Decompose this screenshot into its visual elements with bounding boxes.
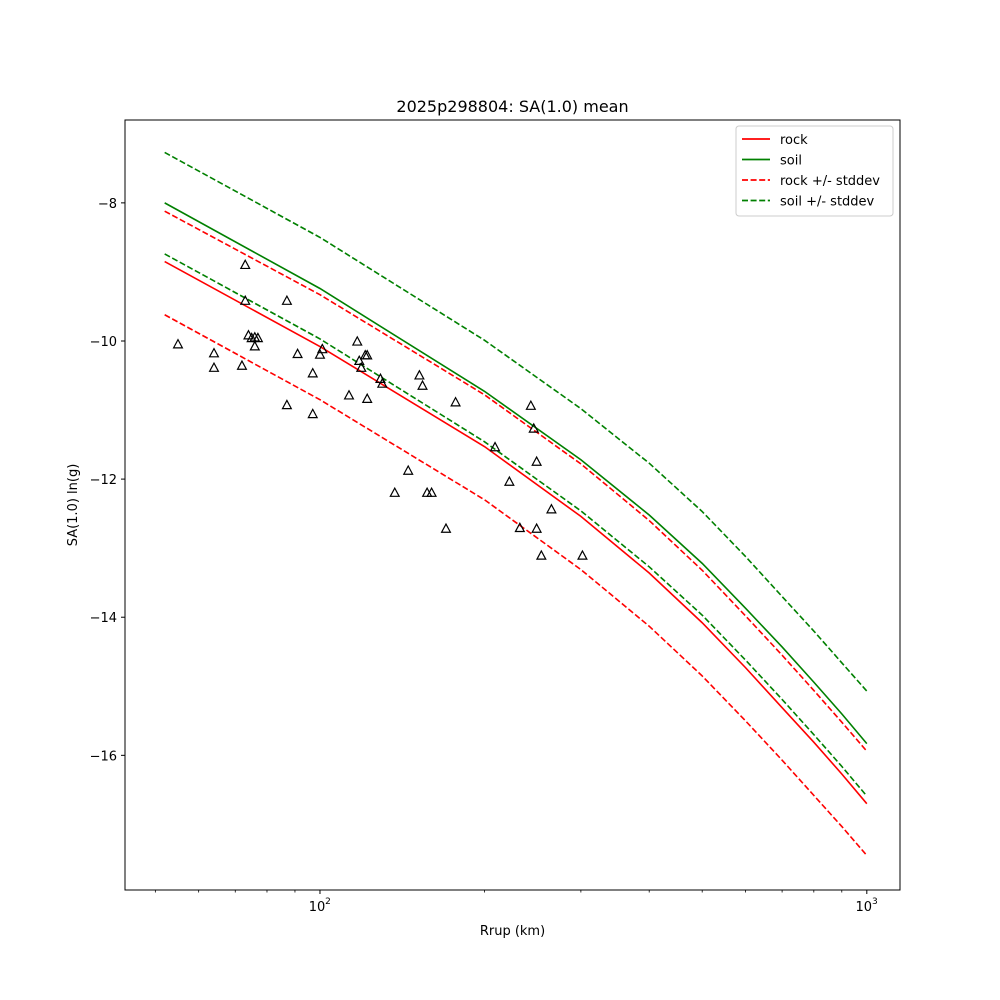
observation-marker <box>402 464 414 475</box>
observation-marker <box>252 332 264 343</box>
observation-marker <box>343 389 355 400</box>
observation-marker <box>531 522 543 533</box>
observation-marker <box>239 258 251 270</box>
plot-frame <box>124 119 901 891</box>
series-line-soil <box>164 202 868 745</box>
observation-marker <box>355 361 367 372</box>
observation-marker <box>281 294 293 305</box>
observation-marker <box>314 348 326 359</box>
observation-marker <box>281 399 293 410</box>
observation-marker <box>353 354 365 366</box>
series-line-rock <box>164 260 868 805</box>
x-axis-label: Rrup (km) <box>480 924 545 939</box>
observation-marker <box>535 549 547 560</box>
observation-marker <box>525 399 537 410</box>
observation-marker <box>361 349 373 360</box>
chart-title: 2025p298804: SA(1.0) mean <box>396 97 628 116</box>
observation-marker <box>236 359 248 370</box>
x-tick-exponent: 3 <box>872 897 878 907</box>
observation-marker <box>414 369 425 380</box>
y-tick-label: −12 <box>90 473 117 488</box>
observation-marker <box>577 549 588 560</box>
y-axis-label: SA(1.0) ln(g) <box>66 464 81 547</box>
observation-marker <box>514 522 526 533</box>
observation-marker <box>208 347 220 358</box>
y-tick-label: −8 <box>98 197 117 212</box>
observation-marker <box>249 340 261 351</box>
observation-marker <box>417 379 428 390</box>
observation-marker <box>546 503 557 514</box>
observation-marker <box>239 294 251 305</box>
observation-marker <box>528 422 540 433</box>
x-tick-label: 10 <box>856 900 873 915</box>
observation-marker <box>531 455 543 466</box>
observation-marker <box>246 332 258 343</box>
observation-marker <box>489 441 501 452</box>
legend-label: rock +/- stddev <box>780 174 880 189</box>
legend-label: soil +/- stddev <box>780 195 875 210</box>
observation-marker <box>426 486 437 497</box>
observation-marker <box>361 392 373 403</box>
observation-marker <box>450 396 461 407</box>
observation-marker <box>292 348 303 359</box>
observation-marker <box>351 335 363 346</box>
observation-marker <box>307 408 319 419</box>
y-tick-label: −16 <box>90 749 117 764</box>
observation-marker <box>172 338 184 349</box>
observation-marker <box>440 522 452 533</box>
observation-marker <box>316 343 328 354</box>
series-line-rock-stddev <box>164 314 868 856</box>
legend-label: soil <box>780 154 802 169</box>
series-line-soil-stddev <box>164 151 868 692</box>
plot-area <box>164 151 868 856</box>
observation-marker <box>389 486 401 497</box>
legend-box <box>735 125 894 217</box>
observation-marker <box>503 475 515 486</box>
y-tick-label: −10 <box>90 335 117 350</box>
observation-marker <box>208 361 220 372</box>
legend-label: rock <box>780 133 808 148</box>
observation-marker <box>376 377 388 388</box>
x-tick-exponent: 2 <box>325 897 331 907</box>
series-line-soil-stddev <box>164 253 868 797</box>
legend: rock soil rock +/- stddev soil +/- stddev <box>735 125 894 217</box>
observation-marker <box>307 367 319 378</box>
series-line-rock-stddev <box>164 210 868 752</box>
x-tick-label: 10 <box>309 900 326 915</box>
y-tick-label: −14 <box>90 611 117 626</box>
